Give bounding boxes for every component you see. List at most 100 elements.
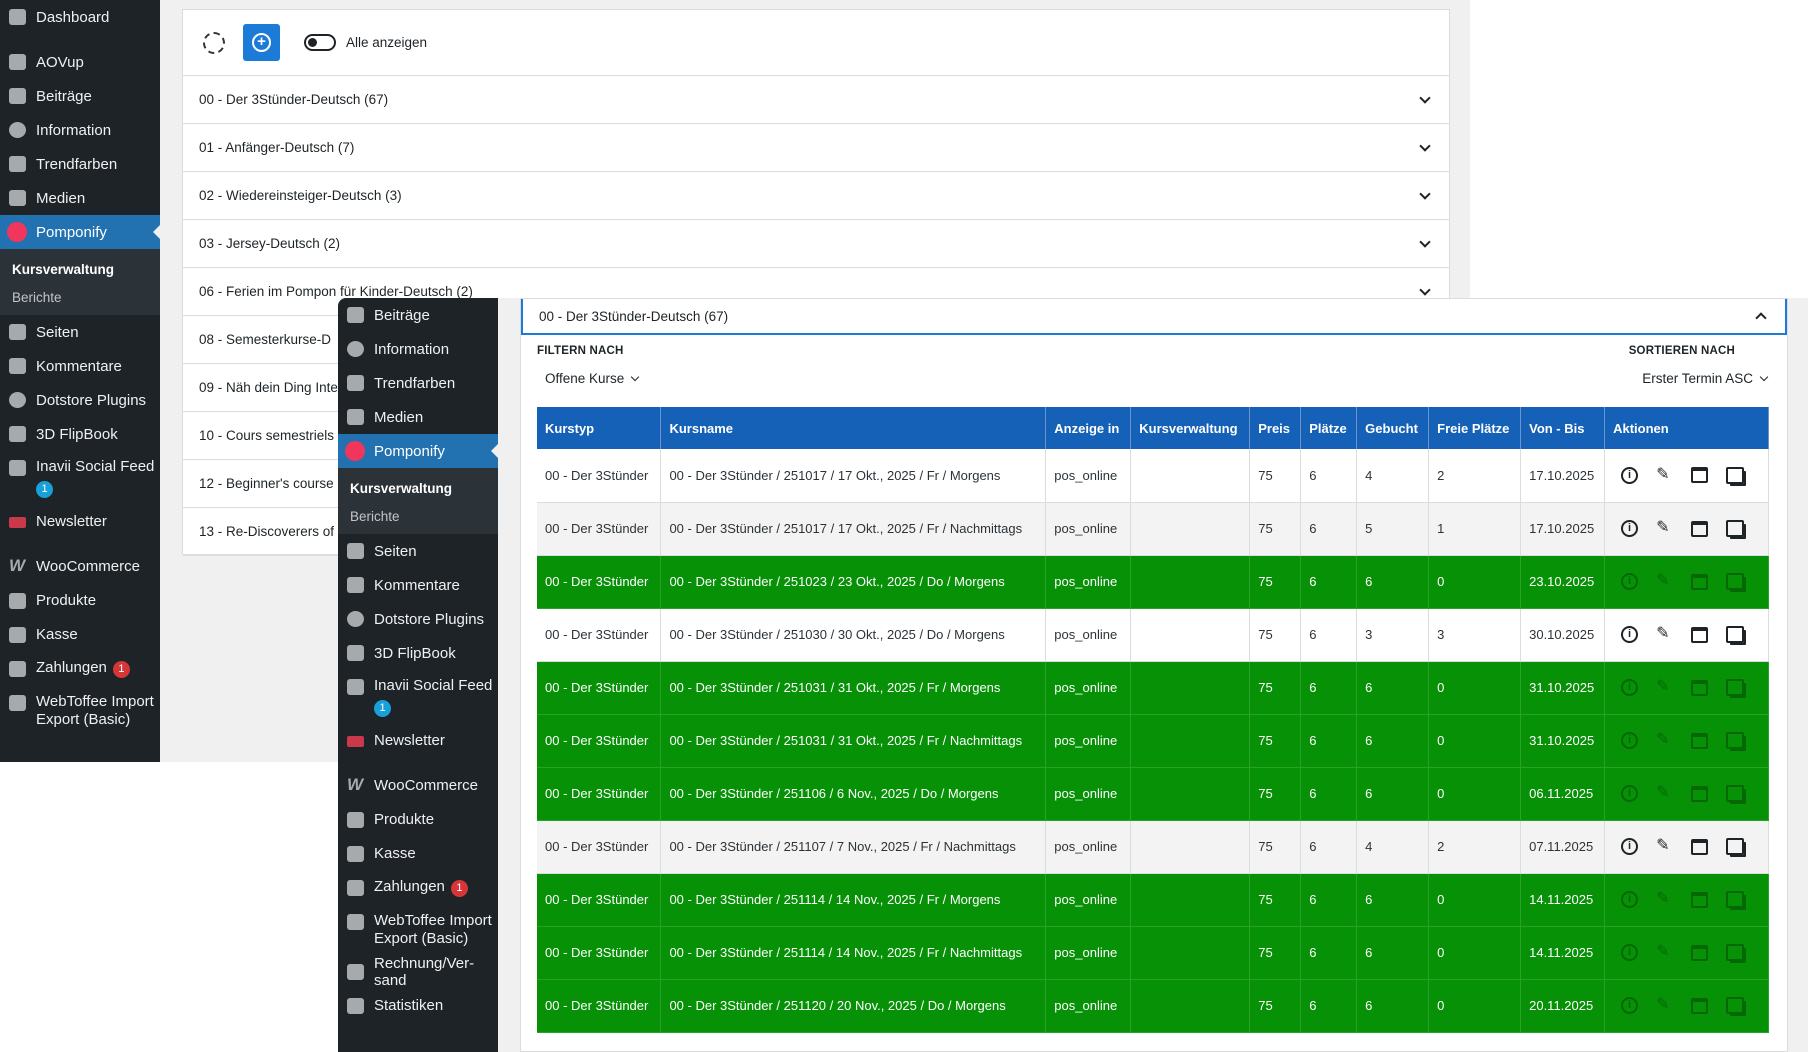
copy-icon[interactable] <box>1726 520 1745 537</box>
calendar-icon[interactable] <box>1691 838 1709 855</box>
copy-icon[interactable] <box>1726 466 1745 484</box>
sidebar-item-statistiken[interactable]: Statistiken <box>338 989 498 1023</box>
filter-select[interactable]: Offene Kurse <box>545 371 640 386</box>
pencil-icon[interactable]: ✎ <box>1656 465 1670 483</box>
sidebar-item-seiten[interactable]: Seiten <box>338 534 498 568</box>
copy-icon[interactable] <box>1726 944 1745 961</box>
info-icon[interactable]: i <box>1621 838 1639 855</box>
info-icon[interactable]: i <box>1621 997 1639 1014</box>
sidebar-item-label: WooCommerce <box>374 777 478 794</box>
sidebar-item-information[interactable]: Information <box>338 332 498 366</box>
info-icon[interactable]: i <box>1621 626 1639 643</box>
accordion-item[interactable]: 01 - Anfänger-Deutsch (7) <box>183 124 1449 172</box>
info-icon[interactable]: i <box>1621 679 1639 696</box>
submenu-item-kursverwaltung[interactable]: Kursverwaltung <box>350 480 453 496</box>
sidebar-item-webtoffee-import-export-basic[interactable]: WebToffee Import Export (Basic) <box>0 686 160 736</box>
calendar-icon[interactable] <box>1691 626 1709 643</box>
sidebar-item-3d-flipbook[interactable]: 3D FlipBook <box>0 417 160 451</box>
calendar-icon[interactable] <box>1691 997 1709 1014</box>
info-icon[interactable]: i <box>1621 785 1639 802</box>
copy-icon[interactable] <box>1726 891 1745 908</box>
sidebar-item-beitrage[interactable]: Beiträge <box>338 298 498 332</box>
sidebar-item-seiten[interactable]: Seiten <box>0 315 160 349</box>
sidebar-item-zahlungen[interactable]: Zahlungen 1 <box>338 871 498 905</box>
pencil-icon[interactable]: ✎ <box>1656 996 1670 1013</box>
submenu-item-berichte[interactable]: Berichte <box>350 508 400 524</box>
info-icon[interactable]: i <box>1621 466 1639 484</box>
sort-select[interactable]: Erster Termin ASC <box>1642 371 1769 386</box>
sidebar-item-dotstore-plugins[interactable]: Dotstore Plugins <box>0 383 160 417</box>
info-icon[interactable]: i <box>1621 944 1639 961</box>
sidebar-item-pomponify[interactable]: Pomponify <box>338 434 498 468</box>
row-actions: i ✎ <box>1613 785 1760 802</box>
calendar-icon[interactable] <box>1691 573 1709 590</box>
cell-anzeige: pos_online <box>1045 502 1132 556</box>
calendar-icon[interactable] <box>1691 520 1709 537</box>
accordion-item[interactable]: 00 - Der 3Stünder-Deutsch (67) <box>183 76 1449 124</box>
sidebar-item-trendfarben[interactable]: Trendfarben <box>0 147 160 181</box>
sidebar-item-information[interactable]: Information <box>0 113 160 147</box>
cell-datum: 17.10.2025 <box>1520 449 1606 503</box>
sidebar-item-inavii-social-feed[interactable]: Inavii Social Feed 1 <box>0 451 160 505</box>
submenu-item-berichte[interactable]: Berichte <box>12 289 62 305</box>
sidebar-item-woocommerce[interactable]: W WooCommerce <box>338 769 498 803</box>
sidebar-item-beitrage[interactable]: Beiträge <box>0 79 160 113</box>
sidebar-item-kommentare[interactable]: Kommentare <box>338 568 498 602</box>
sidebar-item-newsletter[interactable]: Newsletter <box>338 724 498 758</box>
show-all-toggle[interactable] <box>304 34 336 51</box>
sidebar-item-webtoffee-import-export-basic[interactable]: WebToffee Import Export (Basic) <box>338 905 498 955</box>
sidebar-item-kasse[interactable]: Kasse <box>0 618 160 652</box>
pencil-icon[interactable]: ✎ <box>1656 625 1670 642</box>
sidebar-item-aovup[interactable]: AOVup <box>0 45 160 79</box>
copy-icon[interactable] <box>1726 679 1745 696</box>
calendar-icon[interactable] <box>1691 467 1709 484</box>
sidebar-item-kommentare[interactable]: Kommentare <box>0 349 160 383</box>
sidebar-item-newsletter[interactable]: Newsletter <box>0 505 160 539</box>
sidebar-item-medien[interactable]: Medien <box>338 400 498 434</box>
pencil-icon[interactable]: ✎ <box>1656 678 1670 695</box>
accordion-item[interactable]: 03 - Jersey-Deutsch (2) <box>183 220 1449 268</box>
info-icon[interactable]: i <box>1621 732 1639 749</box>
copy-icon[interactable] <box>1726 573 1745 590</box>
cell-verwaltung <box>1130 820 1251 874</box>
sidebar-item-rechnung-ver-sand[interactable]: Rechnung/Ver-sand <box>338 955 498 989</box>
info-icon[interactable]: i <box>1621 891 1639 908</box>
pencil-icon[interactable]: ✎ <box>1656 943 1670 960</box>
sidebar-item-3d-flipbook[interactable]: 3D FlipBook <box>338 636 498 670</box>
copy-icon[interactable] <box>1726 732 1745 749</box>
sidebar-item-trendfarben[interactable]: Trendfarben <box>338 366 498 400</box>
pencil-icon[interactable]: ✎ <box>1656 519 1670 536</box>
pencil-icon[interactable]: ✎ <box>1656 890 1670 907</box>
sidebar-item-pomponify[interactable]: Pomponify <box>0 215 161 249</box>
calendar-icon[interactable] <box>1691 732 1709 749</box>
copy-icon[interactable] <box>1726 997 1745 1014</box>
pencil-icon[interactable]: ✎ <box>1656 784 1670 801</box>
refresh-icon[interactable] <box>203 31 225 54</box>
calendar-icon[interactable] <box>1691 785 1709 802</box>
sidebar-item-produkte[interactable]: Produkte <box>338 803 498 837</box>
sidebar-item-dotstore-plugins[interactable]: Dotstore Plugins <box>338 602 498 636</box>
accordion-item[interactable]: 02 - Wiedereinsteiger-Deutsch (3) <box>183 172 1449 220</box>
sidebar-item-medien[interactable]: Medien <box>0 181 160 215</box>
copy-icon[interactable] <box>1726 626 1745 643</box>
sidebar-item-kasse[interactable]: Kasse <box>338 837 498 871</box>
expanded-accordion-header[interactable]: 00 - Der 3Stünder-Deutsch (67) <box>521 299 1787 335</box>
copy-icon[interactable] <box>1726 785 1745 802</box>
calendar-icon[interactable] <box>1691 944 1709 961</box>
calendar-icon[interactable] <box>1691 891 1709 908</box>
sidebar-item-zahlungen[interactable]: Zahlungen 1 <box>0 652 160 686</box>
info-icon[interactable]: i <box>1621 520 1639 537</box>
sidebar-item-produkte[interactable]: Produkte <box>0 584 160 618</box>
sidebar-item-dashboard[interactable]: Dashboard <box>0 0 160 34</box>
sidebar-item-label: Pomponify <box>36 223 107 241</box>
submenu-item-kursverwaltung[interactable]: Kursverwaltung <box>12 261 115 277</box>
pencil-icon[interactable]: ✎ <box>1656 572 1670 589</box>
copy-icon[interactable] <box>1726 838 1745 855</box>
info-icon[interactable]: i <box>1621 573 1639 590</box>
calendar-icon[interactable] <box>1691 679 1709 696</box>
sidebar-item-inavii-social-feed[interactable]: Inavii Social Feed 1 <box>338 670 498 724</box>
sidebar-item-woocommerce[interactable]: W WooCommerce <box>0 550 160 584</box>
pencil-icon[interactable]: ✎ <box>1656 837 1670 854</box>
add-course-button[interactable]: + <box>243 24 280 61</box>
pencil-icon[interactable]: ✎ <box>1656 731 1670 748</box>
